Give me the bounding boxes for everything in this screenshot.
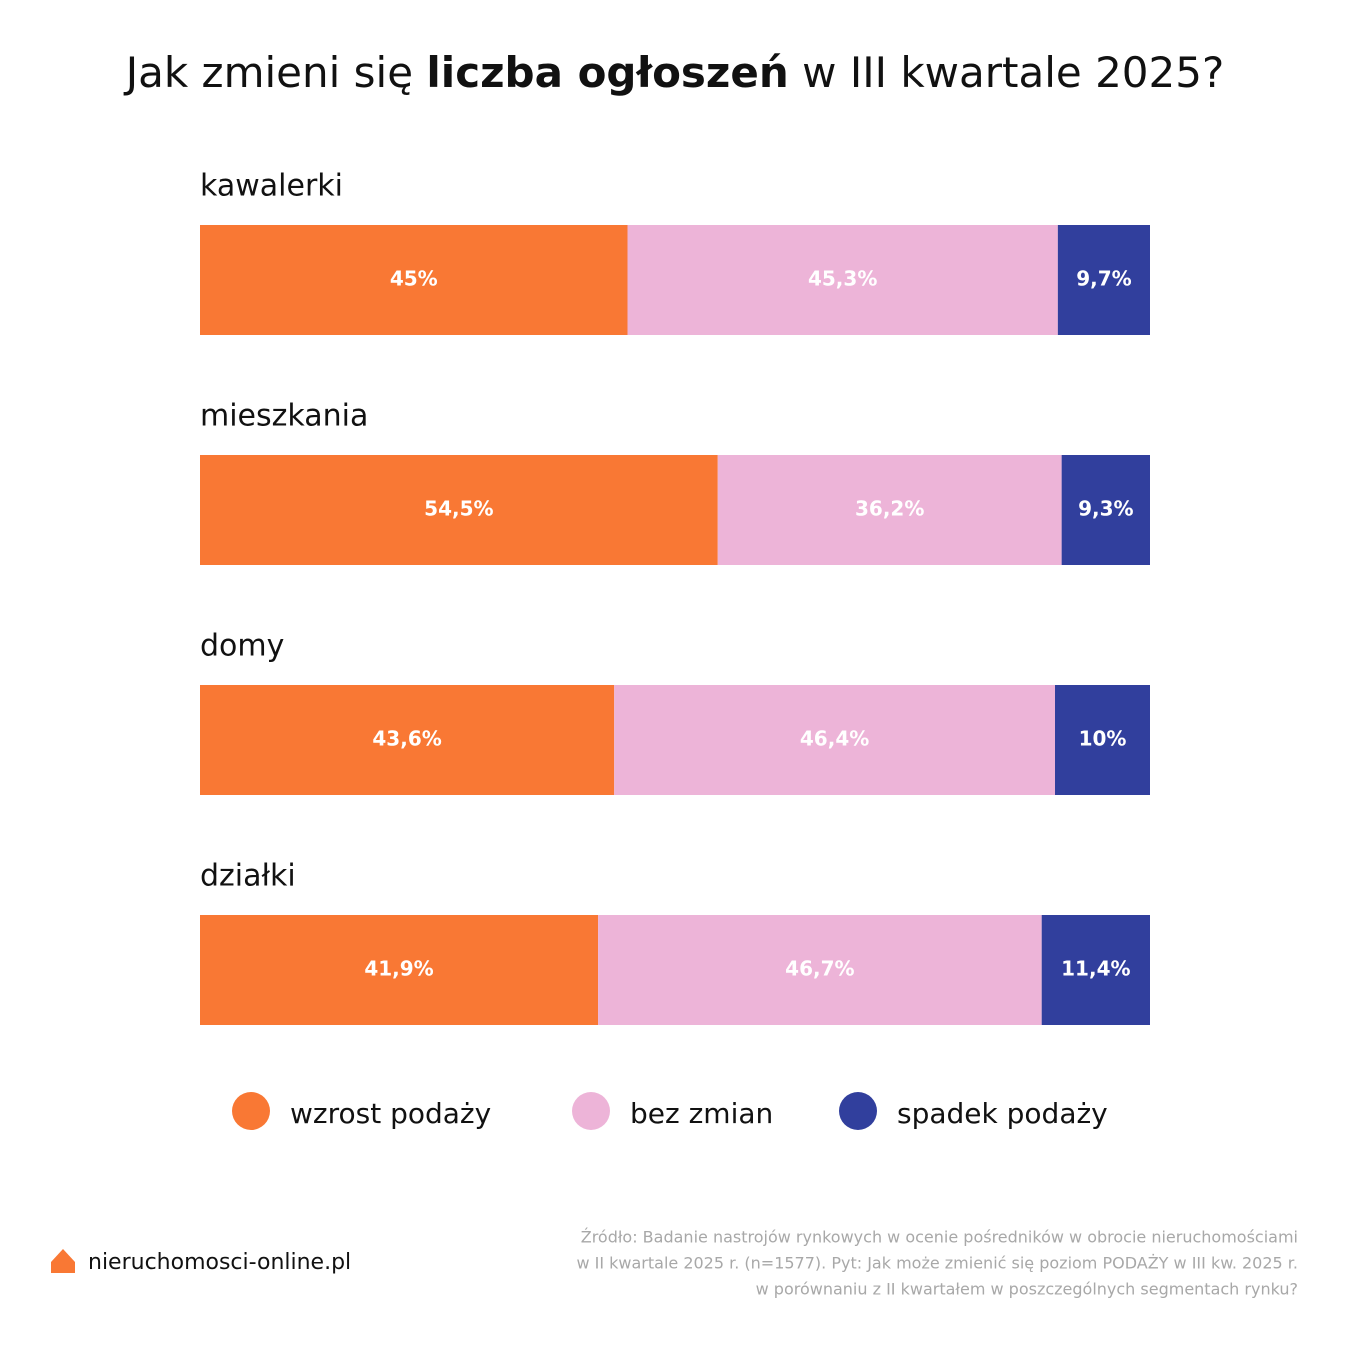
value-label: 45,3% [808,267,877,291]
bar-segment [1057,225,1150,335]
title-part: w III kwartale 2025? [789,48,1224,97]
legend-marker [232,1092,270,1130]
value-label: 10% [1079,727,1127,751]
brand: nieruchomosci-online.pl [88,1250,351,1275]
value-label: 43,6% [372,727,441,751]
source-note: w porównaniu z II kwartałem w poszczegól… [756,1280,1298,1299]
value-label: 36,2% [855,497,924,521]
value-label: 54,5% [424,497,493,521]
value-label: 11,4% [1061,957,1130,981]
source-note: Źródło: Badanie nastrojów rynkowych w oc… [581,1228,1298,1247]
chart-title: Jak zmieni się liczba ogłoszeń w III kwa… [123,48,1225,97]
category-label: działki [200,859,296,894]
legend-marker [839,1092,877,1130]
value-label: 45% [390,267,438,291]
bar-segment [1055,685,1150,795]
bar-segment [200,685,615,795]
value-label: 46,4% [800,727,869,751]
source-note: w II kwartale 2025 r. (n=1577). Pyt: Jak… [576,1254,1298,1273]
legend-label: spadek podaży [897,1097,1108,1130]
value-label: 46,7% [785,957,854,981]
bar-segment [200,225,628,335]
bar-segment [717,455,1062,565]
bar-segment [200,915,599,1025]
brand-icon [51,1249,75,1273]
title-part: liczba ogłoszeń [426,48,788,97]
bar-segment [1061,455,1150,565]
bar-segment [200,455,718,565]
bar-segment [1041,915,1150,1025]
legend-label: bez zmian [630,1097,773,1130]
category-label: kawalerki [200,169,343,204]
category-label: mieszkania [200,399,368,434]
title-part: Jak zmieni się [123,48,427,97]
bar-segment [627,225,1058,335]
value-label: 9,7% [1076,267,1131,291]
value-label: 9,3% [1078,497,1133,521]
bar-segment [614,685,1055,795]
value-label: 41,9% [364,957,433,981]
bar-segment [598,915,1042,1025]
legend-label: wzrost podaży [290,1097,491,1130]
category-label: domy [200,629,284,664]
legend-marker [572,1092,610,1130]
